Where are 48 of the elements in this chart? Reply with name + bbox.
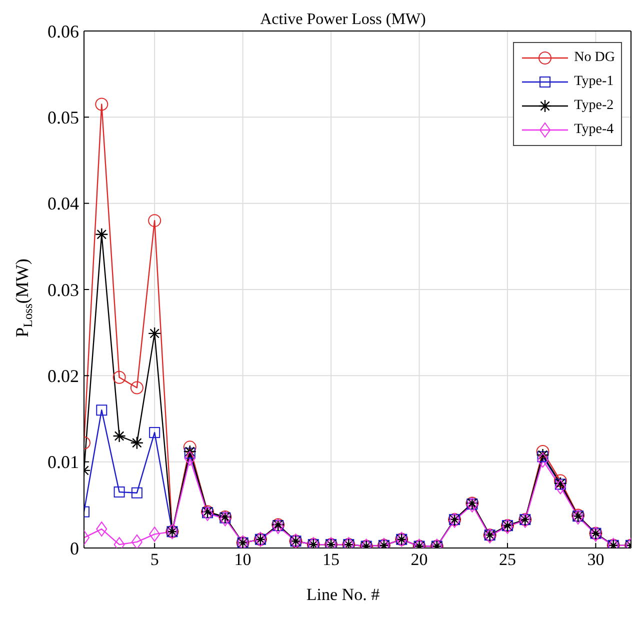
point (131, 534, 142, 548)
point (130, 381, 144, 394)
point (536, 444, 550, 458)
x-tick-label: 25 (498, 550, 516, 570)
point (114, 486, 125, 498)
point (537, 452, 548, 468)
y-tick-label: 0 (70, 538, 79, 558)
x-tick-label: 30 (587, 550, 604, 570)
point (112, 370, 126, 384)
point (554, 479, 566, 494)
legend-label: No DG (574, 50, 615, 66)
point (202, 506, 214, 522)
x-axis-title: Line No. # (306, 585, 380, 604)
y-tick-label: 0.02 (48, 366, 79, 386)
point (184, 448, 196, 459)
point (183, 444, 196, 458)
point (149, 526, 160, 542)
x-tick-label: 5 (150, 550, 159, 570)
legend-label: Type-2 (574, 98, 614, 114)
point (112, 429, 126, 443)
point (131, 487, 142, 498)
x-tick-label: 20 (410, 550, 428, 570)
point (130, 436, 144, 450)
point (95, 228, 108, 241)
point (96, 404, 108, 416)
point (148, 214, 162, 228)
y-tick-label: 0.03 (48, 280, 79, 300)
point (554, 474, 567, 488)
y-tick-label: 0.06 (48, 21, 79, 42)
x-tick-label: 10 (234, 550, 252, 570)
point (149, 427, 160, 438)
y-tick-label: 0.05 (48, 108, 79, 128)
point (95, 98, 108, 111)
point (466, 497, 478, 512)
point (536, 448, 550, 462)
legend-label: Type-1 (574, 74, 614, 90)
point (96, 522, 108, 537)
point (537, 451, 548, 462)
y-tick-label: 0.01 (48, 452, 79, 472)
point (272, 518, 284, 534)
point (220, 511, 231, 526)
point (184, 450, 196, 466)
legend-label: Type-4 (574, 122, 614, 138)
x-tick-label: 15 (322, 550, 340, 570)
point (183, 440, 196, 454)
point (148, 326, 162, 340)
chart-title: Active Power Loss (MW) (260, 11, 426, 28)
y-tick-label: 0.04 (48, 194, 79, 214)
